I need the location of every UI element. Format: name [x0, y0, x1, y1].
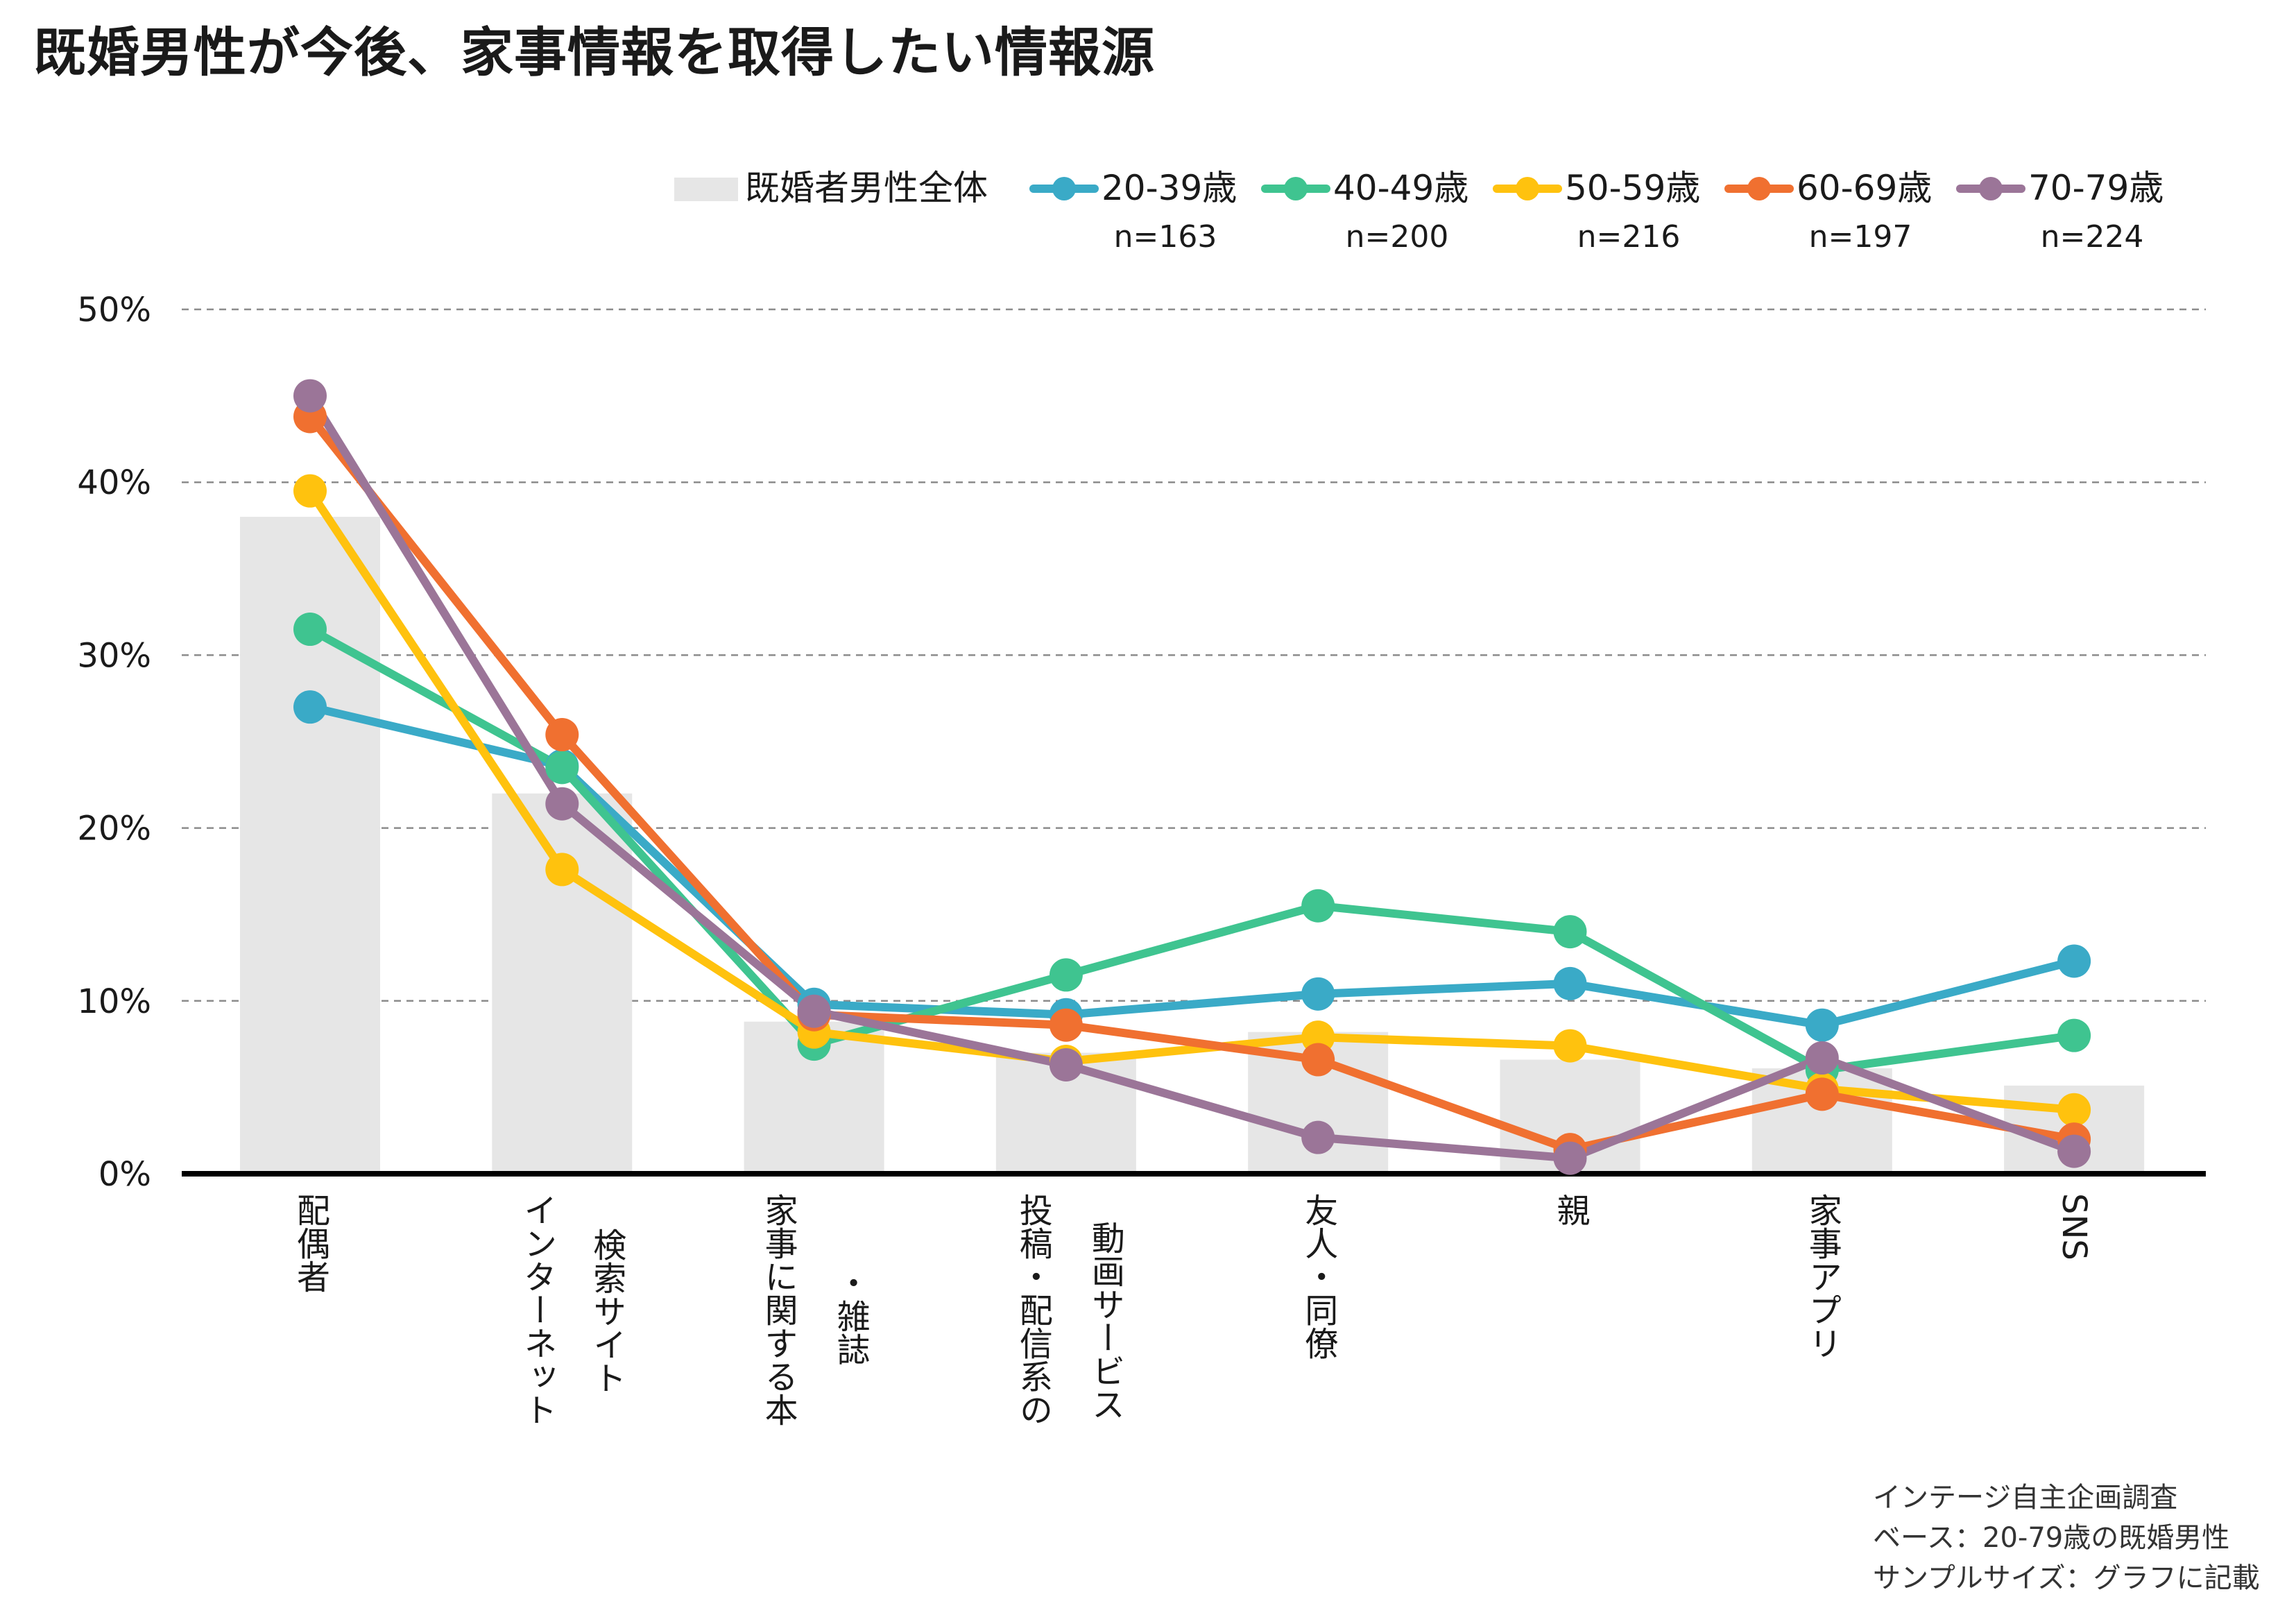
y-tick-label: 10%: [77, 982, 151, 1021]
data-point: [293, 613, 327, 647]
series-line: [306, 625, 2079, 1075]
legend-swatch-point: [1747, 177, 1771, 200]
category-label: 家事に関する本: [759, 1193, 798, 1426]
data-point: [1553, 915, 1587, 949]
data-point: [2057, 1018, 2091, 1052]
series-points: [293, 379, 2091, 1175]
data-point: [545, 718, 579, 752]
legend-swatch-point: [1052, 177, 1076, 200]
data-point: [293, 379, 327, 413]
data-point: [1301, 1043, 1335, 1077]
legend-label: 40-49歳: [1333, 168, 1468, 208]
data-point: [545, 787, 579, 821]
data-point: [1805, 1008, 1839, 1042]
legend-label: 60-69歳: [1797, 168, 1932, 208]
data-point: [1049, 958, 1083, 992]
y-tick-label: 0%: [98, 1155, 151, 1194]
data-point: [1049, 1048, 1083, 1082]
legend-sample-size: n=216: [1577, 219, 1681, 255]
series-lines: [306, 391, 2079, 1163]
data-point: [2057, 1093, 2091, 1127]
y-tick-label: 30%: [77, 636, 151, 675]
data-point: [2057, 944, 2091, 978]
category-label: 友人・同僚: [1299, 1193, 1337, 1360]
y-tick-label: 40%: [77, 463, 151, 502]
data-point: [797, 994, 831, 1028]
y-tick-labels: 0% 10% 20% 30% 40% 50%: [77, 291, 151, 1194]
source-line: サンプルサイズ：グラフに記載: [1873, 1562, 2260, 1594]
y-tick-label: 50%: [77, 291, 151, 330]
data-point: [1553, 1029, 1587, 1063]
category-label: インターネット: [517, 1193, 556, 1426]
series-line: [306, 486, 2079, 1114]
category-label: ・雑誌: [831, 1266, 870, 1366]
category-label: 親: [1551, 1193, 1590, 1226]
data-point: [545, 853, 579, 887]
data-point: [545, 751, 579, 785]
data-point: [1301, 1120, 1335, 1154]
data-point: [1049, 1008, 1083, 1042]
legend-swatch-point: [1284, 177, 1308, 200]
category-label: 動画サービス: [1086, 1221, 1124, 1421]
category-label: 投稿・配信系の: [1013, 1193, 1052, 1426]
category-label: SNS: [2055, 1193, 2093, 1260]
category-labels: 配偶者 インターネット 検索サイト 家事に関する本 ・雑誌 投稿・配信系の 動画サービス 友人…: [291, 1193, 2093, 1426]
category-label: 検索サイト: [587, 1228, 626, 1394]
series-line: [306, 703, 2079, 1029]
legend-label: 70-79歳: [2028, 168, 2164, 208]
gridlines: [182, 308, 2206, 1002]
legend-label: 50-59歳: [1565, 168, 1700, 208]
data-point: [1301, 889, 1335, 923]
source-line: ベース：20-79歳の既婚男性: [1873, 1522, 2230, 1554]
category-label: 配偶者: [291, 1193, 329, 1293]
series-line: [306, 412, 2079, 1154]
bars: [240, 517, 2145, 1174]
legend-swatch-point: [1979, 177, 2003, 200]
data-point: [1805, 1041, 1839, 1075]
legend-label: 既婚者男性全体: [745, 168, 988, 208]
bar: [492, 793, 633, 1174]
y-tick-label: 20%: [77, 810, 151, 848]
source-note: インテージ自主企画調査 ベース：20-79歳の既婚男性 サンプルサイズ：グラフに…: [1873, 1478, 2260, 1598]
data-point: [1301, 977, 1335, 1011]
legend-sample-size: n=163: [1114, 219, 1217, 255]
source-line: インテージ自主企画調査: [1873, 1482, 2178, 1514]
data-point: [1553, 1141, 1587, 1175]
legend-swatch-point: [1516, 177, 1539, 200]
legend-sample-size: n=197: [1809, 219, 1912, 255]
data-point: [293, 690, 327, 724]
data-point: [293, 474, 327, 508]
legend-sample-size: n=200: [1346, 219, 1449, 255]
legend-label: 20-39歳: [1102, 168, 1237, 208]
category-label: 家事アプリ: [1803, 1193, 1842, 1360]
legend-swatch-bar: [674, 178, 738, 201]
chart-title: 既婚男性が今後、家事情報を取得したい情報源: [33, 22, 1155, 83]
data-point: [1553, 966, 1587, 1000]
series-line: [306, 391, 2079, 1163]
data-point: [2057, 1134, 2091, 1168]
legend: 既婚者男性全体 20-39歳 n=163 40-49歳 n=200 50-59歳 n=216…: [674, 168, 2164, 255]
legend-sample-size: n=224: [2041, 219, 2144, 255]
data-point: [1805, 1077, 1839, 1111]
